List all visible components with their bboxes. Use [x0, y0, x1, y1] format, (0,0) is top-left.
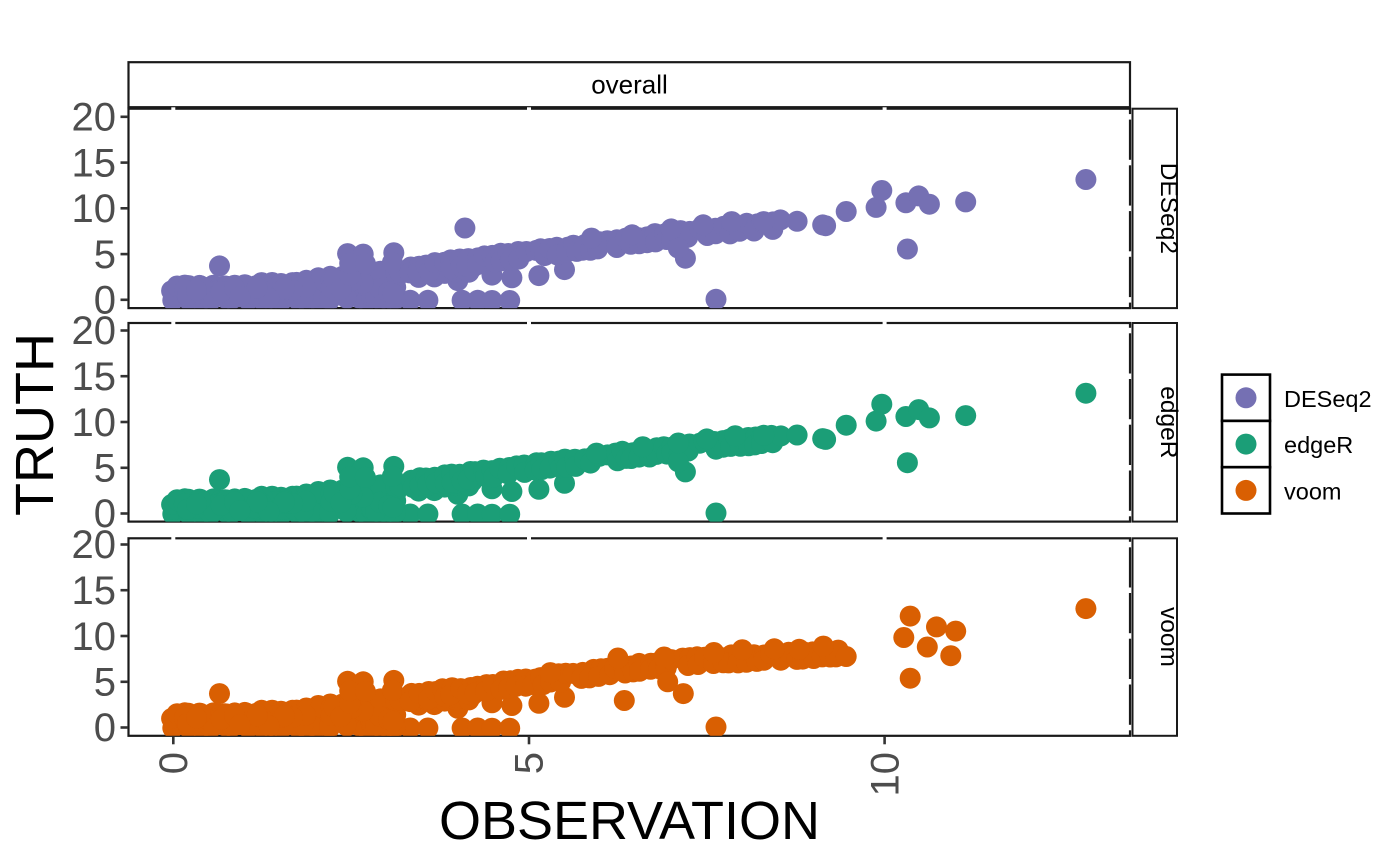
- svg-text:voom: voom: [1155, 607, 1182, 667]
- svg-text:DESeq2: DESeq2: [1155, 163, 1182, 254]
- svg-text:edgeR: edgeR: [1155, 386, 1182, 458]
- svg-text:10: 10: [72, 187, 117, 231]
- svg-text:overall: overall: [591, 70, 668, 100]
- svg-text:0: 0: [94, 492, 116, 536]
- svg-text:15: 15: [72, 141, 117, 185]
- svg-text:20: 20: [72, 96, 117, 140]
- svg-text:DESeq2: DESeq2: [1284, 386, 1372, 412]
- svg-text:20: 20: [72, 523, 117, 567]
- svg-text:5: 5: [94, 661, 116, 705]
- svg-text:10: 10: [72, 401, 117, 445]
- svg-text:0: 0: [94, 279, 116, 323]
- svg-text:voom: voom: [1284, 478, 1341, 504]
- svg-text:5: 5: [94, 447, 116, 491]
- svg-text:20: 20: [72, 309, 117, 353]
- svg-text:OBSERVATION: OBSERVATION: [439, 791, 820, 851]
- svg-text:10: 10: [72, 615, 117, 659]
- svg-text:15: 15: [72, 355, 117, 399]
- svg-text:5: 5: [94, 233, 116, 277]
- svg-text:10: 10: [863, 752, 907, 797]
- svg-text:5: 5: [508, 752, 552, 774]
- svg-text:edgeR: edgeR: [1284, 432, 1353, 458]
- svg-text:15: 15: [72, 569, 117, 613]
- svg-text:0: 0: [152, 752, 196, 774]
- svg-text:TRUTH: TRUTH: [5, 333, 65, 516]
- svg-text:0: 0: [94, 706, 116, 750]
